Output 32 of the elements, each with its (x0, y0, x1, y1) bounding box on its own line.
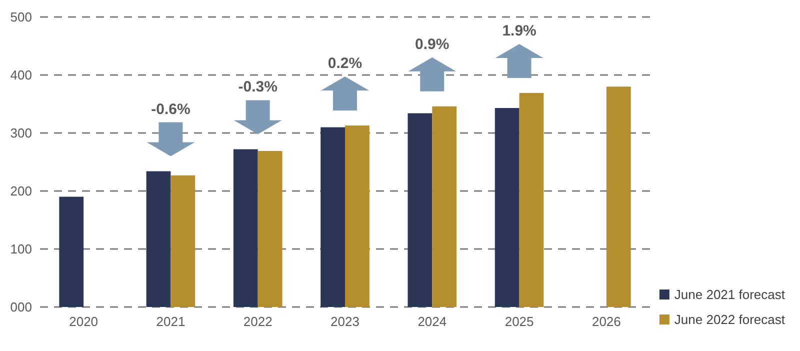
annotation: 1.9% (502, 22, 536, 40)
bar (606, 86, 631, 307)
legend-label: June 2022 forecast (674, 312, 786, 327)
bar (146, 171, 171, 307)
x-tick-label: 2024 (418, 314, 447, 329)
bar (494, 108, 520, 307)
bar (170, 175, 196, 307)
y-tick-label: 400 (10, 68, 32, 82)
annotation: 0.2% (328, 54, 362, 72)
x-tick-label: 2023 (330, 314, 360, 329)
bar (345, 125, 370, 307)
y-tick-label: 200 (10, 184, 32, 198)
x-tick-label: 2025 (504, 314, 534, 329)
bar (258, 150, 282, 307)
bar (519, 92, 544, 307)
x-tick-label: 2022 (243, 314, 272, 329)
x-tick-label: 2020 (69, 314, 98, 329)
bar (59, 196, 84, 307)
y-tick-label: 500 (10, 10, 32, 24)
y-tick-label: 000 (10, 300, 32, 314)
bar (320, 127, 345, 307)
x-tick-label: 2021 (156, 314, 186, 329)
y-tick-label: 100 (10, 242, 32, 256)
annotation: -0.3% (238, 78, 278, 96)
y-tick-label: 300 (10, 126, 32, 140)
legend-label: June 2021 forecast (674, 287, 786, 302)
bar (408, 113, 432, 307)
x-tick-label: 2026 (592, 314, 621, 329)
annotation: 0.9% (415, 36, 450, 53)
annotation: -0.6% (151, 100, 190, 118)
bar (233, 149, 258, 307)
bar (432, 106, 457, 307)
